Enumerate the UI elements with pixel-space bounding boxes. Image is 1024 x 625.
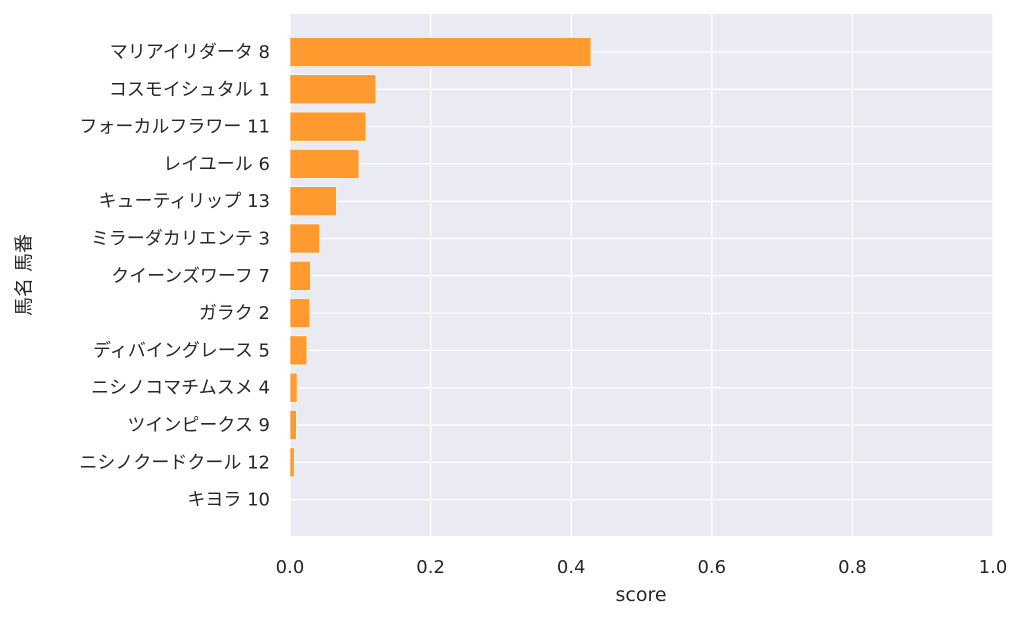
x-axis-label: score [615, 584, 666, 606]
bar [289, 37, 592, 67]
grid-lines [289, 14, 994, 536]
bar [289, 260, 311, 291]
x-tick-label: 0.2 [416, 557, 445, 578]
y-tick-label: マリアイリダータ 8 [110, 42, 270, 63]
plot-background [290, 14, 993, 536]
y-tick-label: クイーンズワーフ 7 [111, 266, 270, 287]
bar [289, 298, 310, 328]
bar [289, 186, 337, 216]
x-tick-label: 0.4 [557, 557, 586, 578]
bar [289, 111, 367, 142]
y-tick-label: レイユール 6 [163, 154, 270, 175]
bars [289, 37, 592, 478]
bar [289, 335, 308, 366]
y-tick-label: コスモイシュタル 1 [109, 79, 270, 100]
y-tick-label: ニシノクードクール 12 [79, 452, 270, 473]
x-tick-label: 1.0 [979, 557, 1008, 578]
x-tick-label: 0.6 [697, 557, 726, 578]
y-tick-label: キヨラ 10 [187, 490, 270, 511]
y-tick-label: ディバイングレース 5 [93, 340, 270, 361]
bar [289, 447, 295, 478]
x-tick-labels: 0.0 0.2 0.4 0.6 0.8 1.0 [276, 557, 1008, 578]
x-tick-label: 0.8 [838, 557, 867, 578]
y-tick-label: ニシノコマチムスメ 4 [91, 378, 270, 399]
y-axis-label: 馬名 馬番 [13, 234, 35, 316]
y-tick-label: ツインピークス 9 [127, 415, 270, 436]
bar [289, 372, 298, 403]
bar [289, 223, 320, 254]
x-tick-label: 0.0 [276, 557, 305, 578]
bar [289, 410, 297, 440]
bar [289, 74, 377, 105]
y-tick-label: フォーカルフラワー 11 [79, 117, 270, 138]
bar [289, 149, 360, 179]
y-tick-label: ミラーダカリエンテ 3 [91, 229, 270, 250]
y-tick-label: ガラク 2 [199, 303, 270, 324]
y-tick-label: キューティリップ 13 [98, 191, 270, 212]
y-tick-labels: マリアイリダータ 8 コスモイシュタル 1 フォーカルフラワー 11 レイユール 6 キ… [79, 42, 270, 511]
